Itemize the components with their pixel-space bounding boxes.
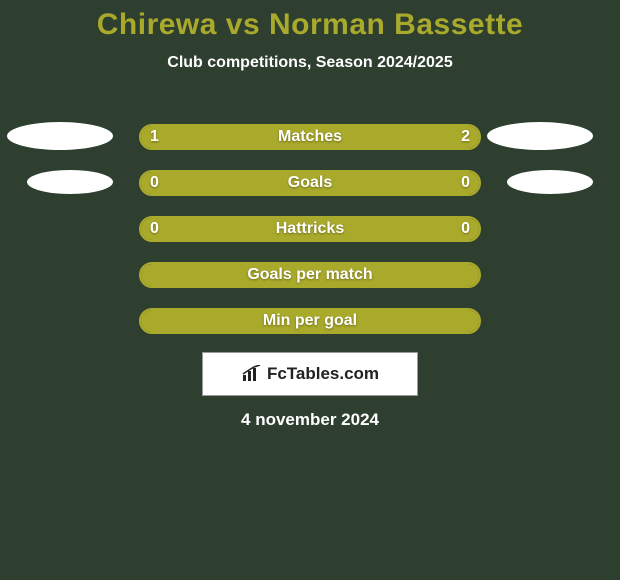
brand-box[interactable]: FcTables.com — [202, 352, 418, 396]
chart-icon — [241, 365, 263, 383]
generated-date: 4 november 2024 — [0, 410, 620, 430]
brand-text: FcTables.com — [267, 364, 379, 384]
bar-track — [139, 124, 481, 150]
bar-track — [139, 170, 481, 196]
bar-fill-right — [310, 172, 479, 194]
right-player-ellipse — [487, 122, 593, 150]
bar-fill-right — [310, 218, 479, 240]
bar-fill-left — [141, 310, 310, 332]
stat-row-goals-per-match: Goals per match — [0, 262, 620, 288]
bar-fill-left — [141, 126, 253, 148]
page-title: Chirewa vs Norman Bassette — [0, 0, 620, 42]
bar-fill-right — [310, 310, 479, 332]
stat-row-hattricks: Hattricks00 — [0, 216, 620, 242]
stat-row-goals: Goals00 — [0, 170, 620, 196]
stat-row-matches: Matches12 — [0, 124, 620, 150]
left-player-ellipse — [27, 170, 113, 194]
bar-track — [139, 308, 481, 334]
bar-fill-left — [141, 218, 310, 240]
left-player-ellipse — [7, 122, 113, 150]
brand-label: FcTables.com — [241, 364, 379, 384]
bar-fill-right — [253, 126, 479, 148]
bar-fill-left — [141, 264, 310, 286]
bar-track — [139, 216, 481, 242]
right-player-ellipse — [507, 170, 593, 194]
page-subtitle: Club competitions, Season 2024/2025 — [0, 54, 620, 72]
stat-row-min-per-goal: Min per goal — [0, 308, 620, 334]
bar-fill-right — [310, 264, 479, 286]
bar-track — [139, 262, 481, 288]
comparison-canvas: Chirewa vs Norman Bassette Club competit… — [0, 0, 620, 580]
bar-fill-left — [141, 172, 310, 194]
